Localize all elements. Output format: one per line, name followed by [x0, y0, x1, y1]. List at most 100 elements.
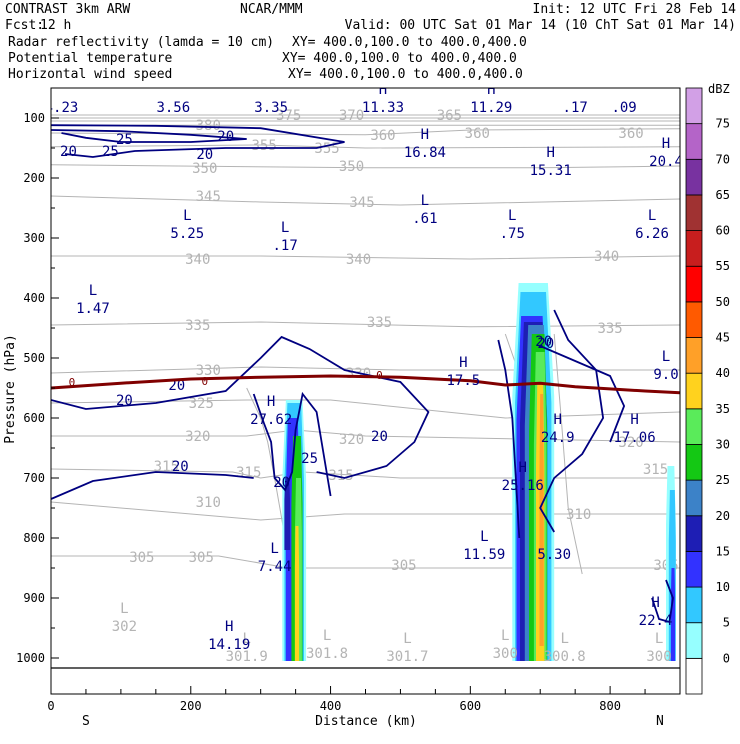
north-label: N — [656, 714, 664, 729]
freezing-level-line: 0 0 0 — [51, 369, 680, 395]
wind-extremum-marker: H — [630, 412, 638, 428]
wind-extremum-marker: L — [662, 349, 670, 365]
wind-extremum-marker: H — [421, 127, 429, 143]
theta-contour-label: 350 — [192, 161, 217, 177]
theta-contour-label: 315 — [643, 462, 668, 478]
colorbar-level-label: 60 — [716, 224, 730, 238]
freezing-level-contour — [51, 374, 680, 395]
wind-extremum-value: 3.56 — [156, 100, 190, 116]
colorbar-level-label: 20 — [716, 509, 730, 523]
freezing-level-label: 0 — [69, 376, 76, 389]
wind-extremum-value: 9.0 — [653, 367, 678, 383]
colorbar-level-label: 45 — [716, 331, 730, 345]
colorbar-level-label: 5 — [723, 616, 730, 630]
y-tick-label: 500 — [23, 351, 45, 365]
theta-contour-label: 315 — [154, 459, 179, 475]
colorbar-level-label: 65 — [716, 188, 730, 202]
colorbar: 0 5 10 15 20 25 30 35 40 45 50 55 60 65 70 75 — [685, 87, 730, 695]
theta-contour-label: 360 — [465, 126, 490, 142]
y-tick-label: 800 — [23, 531, 45, 545]
theta-contour-label: 320 — [618, 435, 643, 451]
wind-extremum-marker: L — [421, 193, 429, 209]
theta-contour-label: 365 — [437, 108, 462, 124]
high-low-labels: L 302 L 301.9 L 301.8 L 301.7 L 300 L 300.8 L 300 4.23… — [51, 82, 680, 665]
wind-extremum-value: .75 — [500, 226, 525, 242]
wind-extremum-value: 24.9 — [541, 430, 575, 446]
theta-extremum-marker: L — [655, 631, 663, 647]
wind-extremum-value: 11.29 — [470, 100, 512, 116]
field-1-name: Potential temperature — [8, 51, 173, 66]
wind-contour — [539, 345, 626, 443]
colorbar-swatch — [685, 194, 703, 231]
wind-extremum-marker: H — [379, 82, 387, 98]
theta-contour-label: 340 — [594, 249, 619, 265]
wind-extremum-marker: H — [519, 460, 527, 476]
theta-contour-label: 305 — [391, 558, 416, 574]
theta-contour — [51, 468, 680, 479]
colorbar-swatch — [685, 551, 703, 588]
theta-extremum-value: 300 — [493, 646, 518, 662]
theta-contour-label: 370 — [339, 108, 364, 124]
theta-contour-label: 335 — [185, 318, 210, 334]
wind-extremum-value: 20 — [273, 475, 290, 491]
theta-extremum-marker: L — [403, 631, 411, 647]
wind-extremum-value: 25 — [301, 451, 318, 467]
wind-extremum-marker: L — [183, 208, 191, 224]
wind-extremum-value: 6.26 — [635, 226, 669, 242]
theta-contour — [51, 255, 680, 260]
reflectivity-cell-3 — [670, 568, 676, 661]
theta-contour-label: 350 — [339, 159, 364, 175]
y-tick-label: 1000 — [16, 651, 45, 665]
theta-contour-label: 310 — [566, 507, 591, 523]
fcst-label: Fcst: — [5, 18, 44, 33]
theta-extremum-marker: L — [323, 628, 331, 644]
wind-extremum-value: 15.31 — [530, 163, 572, 179]
theta-contour-label: 360 — [370, 128, 395, 144]
valid-time: Valid: 00 UTC Sat 01 Mar 14 (10 ChT Sat … — [345, 18, 736, 33]
theta-contour-label: 320 — [185, 429, 210, 445]
x-tick-label: 400 — [320, 699, 342, 713]
wind-extremum-value: 5.30 — [537, 547, 571, 563]
colorbar-level-label: 40 — [716, 366, 730, 380]
theta-extremum-value: 300.8 — [544, 649, 586, 665]
wind-extremum-value: .17 — [272, 238, 297, 254]
wind-extremum-value: 17.5 — [446, 373, 480, 389]
theta-extremum-marker: L — [501, 628, 509, 644]
colorbar-level-label: 0 — [723, 651, 730, 665]
wind-contour-label: 20 — [116, 393, 133, 409]
model-title: CONTRAST 3km ARW — [5, 2, 130, 17]
wind-extremum-marker: H — [267, 394, 275, 410]
theta-contour — [553, 333, 583, 575]
colorbar-swatch — [685, 265, 703, 303]
colorbar-swatch — [685, 337, 703, 374]
colorbar-swatch — [685, 444, 703, 481]
theta-contour — [51, 144, 680, 149]
theta-contour-label: 325 — [189, 396, 214, 412]
center-title: NCAR/MMM — [240, 2, 303, 17]
y-axis-label: Pressure (hPa) — [3, 334, 18, 444]
colorbar-level-label: 50 — [716, 295, 730, 309]
wind-extremum-marker: H — [546, 145, 554, 161]
south-label: S — [82, 714, 90, 729]
colorbar-level-label: 15 — [716, 544, 730, 558]
theta-contour-label: 340 — [185, 252, 210, 268]
y-tick-label: 700 — [23, 471, 45, 485]
wind-contour — [651, 579, 674, 624]
wind-extremum-marker: H — [225, 619, 233, 635]
colorbar-level-label: 75 — [716, 117, 730, 131]
theta-extremum-marker: L — [242, 631, 250, 647]
wind-extremum-value: 20 — [535, 334, 552, 350]
wind-contour-label: 20 — [168, 378, 185, 394]
wind-extremum-marker: H — [487, 82, 495, 98]
colorbar-swatch — [685, 230, 703, 267]
colorbar-title: dBZ — [708, 82, 730, 96]
wind-extremum-marker: L — [270, 541, 278, 557]
wind-extremum-value: .09 — [611, 100, 636, 116]
wind-extremum-value: 14.19 — [208, 637, 250, 653]
field-1-xy: XY= 400.0,100.0 to 400.0,400.0 — [282, 51, 517, 66]
x-tick-label: 200 — [180, 699, 202, 713]
theta-extremum-marker: L — [560, 631, 568, 647]
theta-contour-label: 340 — [346, 252, 371, 268]
wind-extremum-marker: L — [508, 208, 516, 224]
wind-extremum-marker: L — [89, 283, 97, 299]
